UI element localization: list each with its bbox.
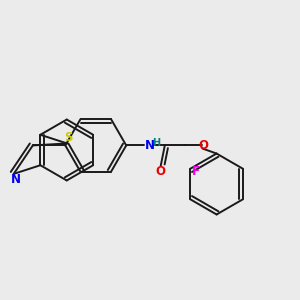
Text: N: N bbox=[11, 173, 21, 186]
Text: O: O bbox=[156, 165, 166, 178]
Text: H: H bbox=[153, 138, 161, 148]
Text: F: F bbox=[192, 165, 200, 178]
Text: N: N bbox=[145, 139, 155, 152]
Text: O: O bbox=[198, 139, 208, 152]
Text: S: S bbox=[64, 131, 72, 144]
